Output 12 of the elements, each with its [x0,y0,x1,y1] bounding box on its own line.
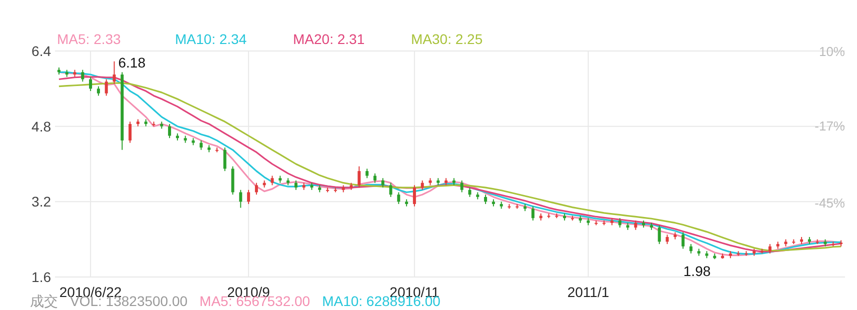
annotation: 6.18 [118,54,146,70]
text: 成交 [30,293,58,309]
y-tick-label: 3.2 [32,194,52,210]
annotation: 1.98 [683,263,711,280]
y-tick-label: 6.4 [32,43,52,59]
x-tick-label: 2011/1 [567,284,610,300]
y-tick-label: 4.8 [32,118,52,134]
legend: MA5: 2.33 MA10: 2.34 MA20: 2.31 MA30: 2.25 [57,31,483,47]
y2-tick-label: 10% [818,44,846,59]
y2-tick-label: -17% [814,118,846,134]
y-tick-label: 1.6 [32,269,52,285]
y2-tick-label: -45% [814,196,846,211]
